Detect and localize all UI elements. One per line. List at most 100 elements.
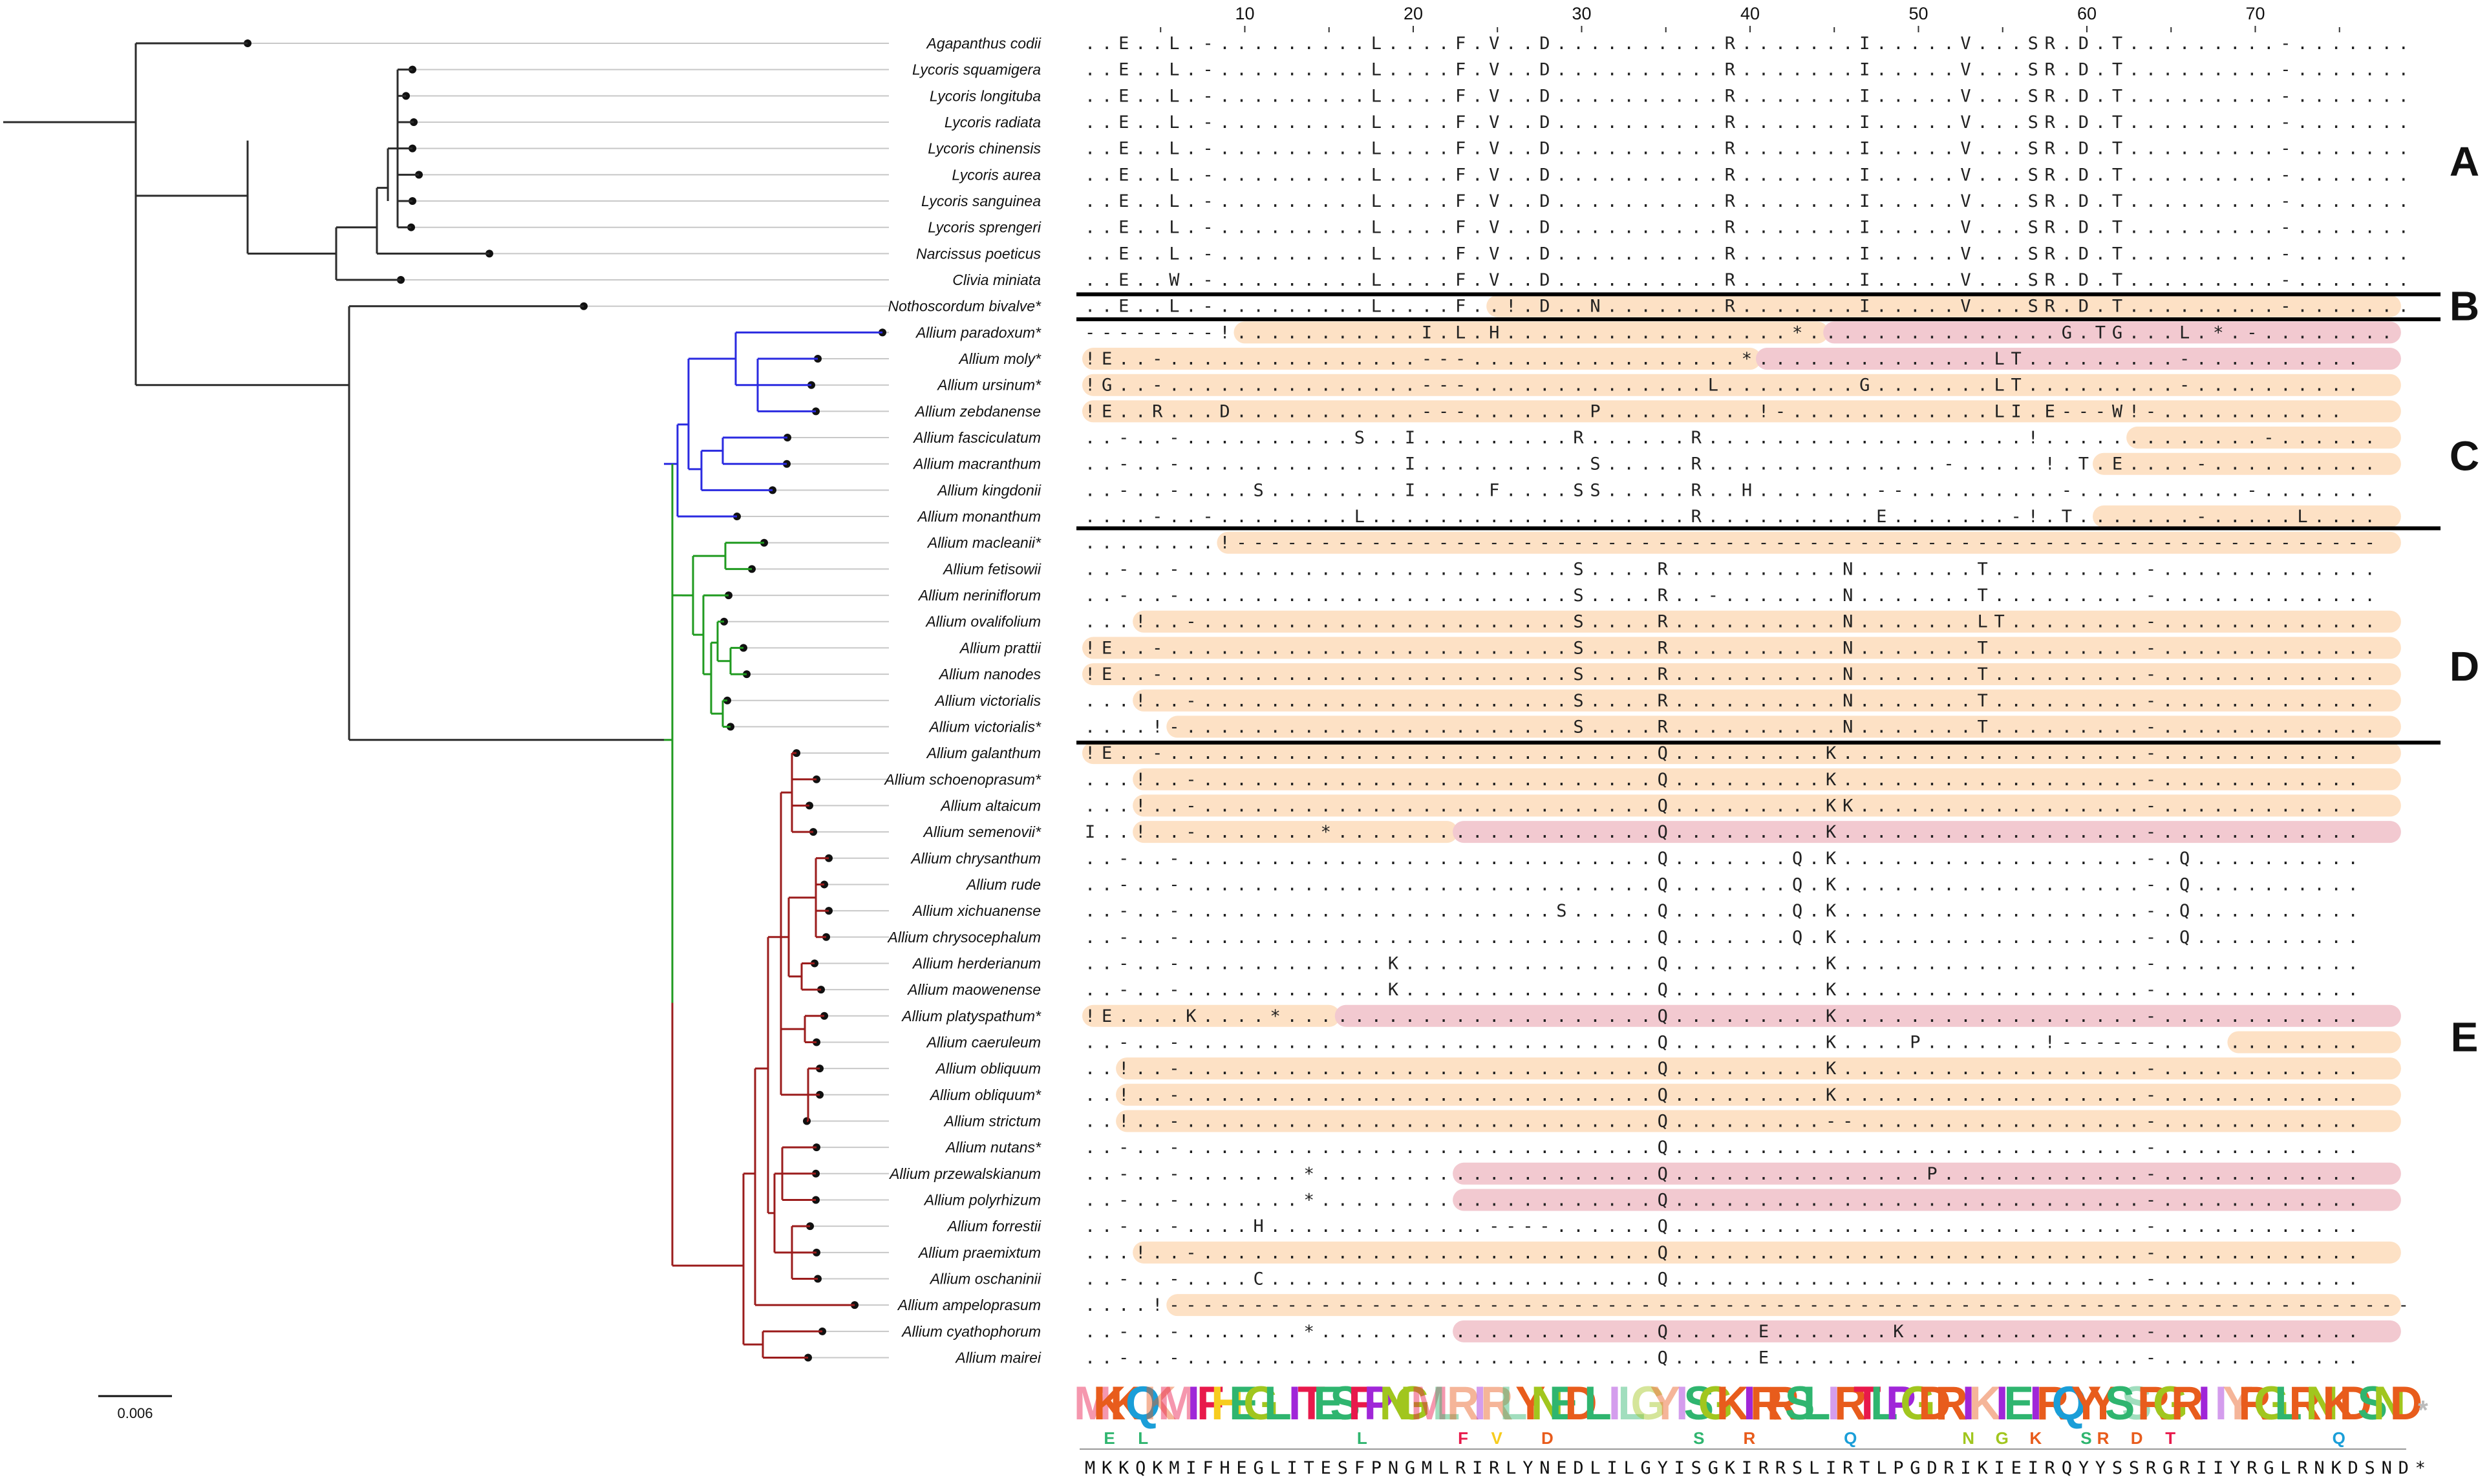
logo-letter: R xyxy=(1935,1377,1968,1430)
logo-letter: H xyxy=(1211,1377,1244,1430)
logo-letter: N xyxy=(1531,1377,1564,1430)
taxon-label: Allium cyathophorum xyxy=(901,1323,1041,1340)
taxon-label: Allium oschaninii xyxy=(929,1270,1042,1287)
axis-tick-label: 70 xyxy=(2245,4,2265,23)
logo-secondary-letter: D xyxy=(1541,1428,1554,1448)
stop-codon-band xyxy=(1453,1162,2401,1185)
alignment-row: ..E..L.-.........L....F.V..D..........R.… xyxy=(1085,244,2409,264)
alignment-row: ..-..-.......................S....R.....… xyxy=(1085,559,2375,579)
taxon-label: Allium semenovii* xyxy=(922,823,1042,840)
frameshift-band xyxy=(1082,1004,1340,1027)
logo-secondary-letter: S xyxy=(2080,1428,2091,1448)
stop-codon-band xyxy=(1453,1320,2401,1342)
alignment-row: ..-..-............................Q.....… xyxy=(1085,1032,2358,1052)
alignment-row: ..-..-....S........I....F....SS.....R..H… xyxy=(1085,480,2375,500)
taxon-label: Allium nutans* xyxy=(945,1139,1042,1156)
logo-letter: K xyxy=(1110,1377,1143,1430)
frameshift-band xyxy=(1234,321,1829,344)
logo-letter: L xyxy=(1870,1377,1898,1430)
taxon-label: Allium macranthum xyxy=(912,456,1041,472)
group-label-d: D xyxy=(2450,643,2479,690)
logo-letter: R xyxy=(2036,1377,2069,1430)
alignment-row: ..-..-.......................S....R..-..… xyxy=(1085,586,2375,606)
frameshift-band xyxy=(1166,716,2401,738)
taxon-label: Allium moly* xyxy=(957,350,1042,367)
logo-letter: Q xyxy=(2052,1377,2087,1430)
taxon-label: Lycoris sprengeri xyxy=(928,219,1042,236)
alignment-row: ..-..-............................Q.....… xyxy=(1085,1138,2358,1158)
alignment-row: ..E..L.-.........L....F.V..D..........R.… xyxy=(1085,191,2409,211)
logo-secondary-letter: Q xyxy=(2333,1428,2345,1448)
alignment-row: ..-..-....C.......................Q.....… xyxy=(1085,1269,2358,1289)
logo-secondary-letter: N xyxy=(1962,1428,1974,1448)
taxon-label: Lycoris chinensis xyxy=(928,140,1041,157)
taxon-label: Allium monanthum xyxy=(917,508,1041,525)
logo-letter: E xyxy=(2003,1377,2034,1430)
logo-letter: I xyxy=(1188,1377,1200,1430)
taxon-label: Allium macleanii* xyxy=(926,535,1042,551)
taxon-label: Clivia miniata xyxy=(952,271,1041,288)
logo-letter: L xyxy=(2274,1377,2302,1430)
logo-letter: P xyxy=(1886,1377,1916,1430)
logo-letter: G xyxy=(1900,1377,1935,1430)
stop-codon-band xyxy=(1453,1189,2401,1211)
logo-letter: L xyxy=(1803,1377,1831,1430)
alignment-row: ..E..L.-.........L....F.V..D..........R.… xyxy=(1085,60,2409,80)
taxon-label: Allium zebdanense xyxy=(914,403,1041,419)
alignment-row: ..-..-............................Q.....… xyxy=(1085,928,2358,948)
axis-tick-label: 60 xyxy=(2077,4,2097,23)
logo-letter: * xyxy=(2418,1395,2428,1425)
frameshift-band xyxy=(2093,452,2401,475)
logo-letter: N xyxy=(1380,1377,1413,1430)
logo-letter: S xyxy=(2105,1377,2135,1430)
taxon-label: Allium polyrhizum xyxy=(923,1191,1041,1208)
taxon-label: Allium przewalskianum xyxy=(888,1165,1041,1182)
logo-letter: G xyxy=(2254,1377,2289,1430)
logo-letter: K xyxy=(1716,1377,1749,1430)
alignment-row: ..-..-.............I..........S.....R...… xyxy=(1085,454,2375,474)
taxon-label: Allium strictum xyxy=(943,1112,1041,1129)
alignment-position-axis: 10 20 30 40 50 60 70 xyxy=(1085,4,2398,32)
frameshift-band xyxy=(2093,505,2401,528)
stop-codon-band xyxy=(1334,1004,2401,1027)
alignment-row: ...!..-......................S....R.....… xyxy=(1085,612,2375,632)
frameshift-band xyxy=(1082,348,1761,370)
logo-letter: L xyxy=(1584,1377,1612,1430)
logo-letter: F xyxy=(1348,1377,1376,1430)
taxon-label: Allium forrestii xyxy=(946,1218,1042,1235)
taxon-label: Lycoris sanguinea xyxy=(921,193,1041,209)
taxon-label: Allium victorialis* xyxy=(928,718,1042,735)
logo-letter: S xyxy=(2122,1377,2152,1430)
logo-letter: Y xyxy=(2223,1377,2253,1430)
alignment-row: !E..R...D...........---.......P.........… xyxy=(1085,401,2342,421)
logo-letter: T xyxy=(1298,1377,1325,1430)
taxon-label: Allium rude xyxy=(965,876,1041,893)
logo-letter: I xyxy=(1962,1377,1974,1430)
alignment-row: !E..-........................S....R.....… xyxy=(1085,638,2375,658)
consensus-sequence: MKKQKMIFHEGLITESFPNGMLRIRLYNEDLILGYISGKI… xyxy=(1085,1458,2426,1478)
alignment-row: ..E..L.-.........L....F.V..D..........R.… xyxy=(1085,112,2409,132)
taxon-label: Allium obliquum xyxy=(935,1060,1041,1077)
alignment-row: ..-..-............................Q.....… xyxy=(1085,874,2358,895)
logo-letter: D xyxy=(2339,1377,2372,1430)
taxon-label: Allium victorialis xyxy=(934,692,1041,709)
logo-secondary-letter: R xyxy=(2097,1428,2110,1448)
logo-letter: M xyxy=(1074,1377,1111,1430)
taxon-label: Allium schoenoprasum* xyxy=(883,771,1042,788)
taxon-label: Allium kingdonii xyxy=(936,482,1042,498)
logo-letter: R xyxy=(1834,1377,1867,1430)
logo-letter: I xyxy=(1608,1377,1621,1430)
group-label-c: C xyxy=(2450,433,2479,480)
taxon-label: Lycoris aurea xyxy=(952,166,1041,183)
taxon-label: Allium neriniflorum xyxy=(917,587,1041,604)
alignment-row: ..-..-..........S..I.........R......R...… xyxy=(1085,428,2375,448)
logo-secondary-letter: G xyxy=(1996,1428,2009,1448)
frameshift-band xyxy=(1217,531,2401,554)
logo-letter: G xyxy=(2153,1377,2188,1430)
frameshift-band xyxy=(1082,742,2401,765)
logo-letter: Y xyxy=(1515,1377,1546,1430)
frameshift-band xyxy=(1133,768,2401,790)
scale-bar: 0.006 xyxy=(98,1395,172,1421)
taxon-label: Allium praemixtum xyxy=(917,1244,1041,1261)
frameshift-band xyxy=(2227,1031,2401,1054)
